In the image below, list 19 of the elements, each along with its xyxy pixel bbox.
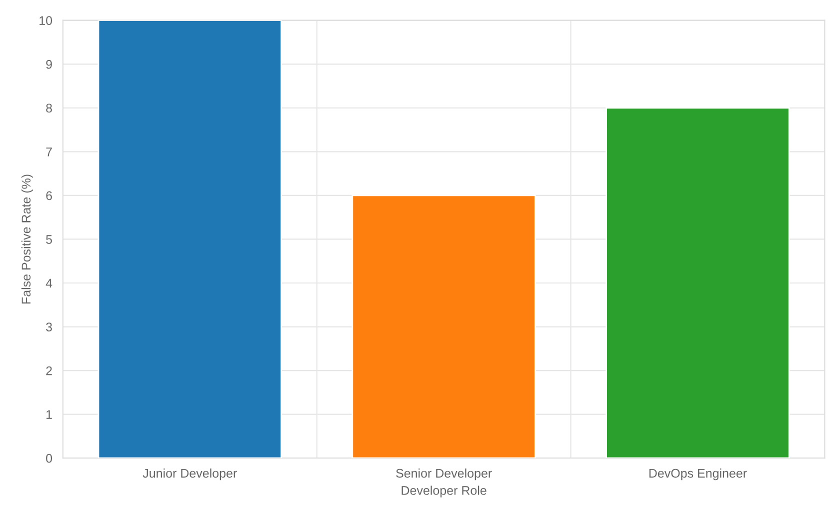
y-tick-label: 9 (46, 60, 52, 69)
y-tick-label: 2 (46, 366, 52, 376)
y-tick-label: 1 (46, 410, 52, 419)
y-tick-label: 6 (46, 191, 52, 200)
y-tick-label: 10 (40, 16, 52, 26)
y-axis-title: False Positive Rate (%) (21, 174, 34, 304)
y-tick-label: 7 (46, 148, 52, 156)
bar (98, 20, 282, 458)
y-tick-label: 3 (46, 322, 52, 332)
x-axis-title: Developer Role (402, 486, 486, 498)
y-tick-label: 0 (46, 454, 52, 463)
x-tick-label: DevOps Engineer (649, 468, 747, 480)
bar (352, 194, 536, 458)
y-tick-label: 5 (46, 235, 52, 244)
y-tick-label: 8 (46, 104, 52, 113)
y-tick-label: 4 (46, 278, 52, 288)
x-tick-label: Senior Developer (396, 468, 492, 480)
x-tick-label: Junior Developer (142, 468, 237, 480)
bar (606, 107, 790, 458)
